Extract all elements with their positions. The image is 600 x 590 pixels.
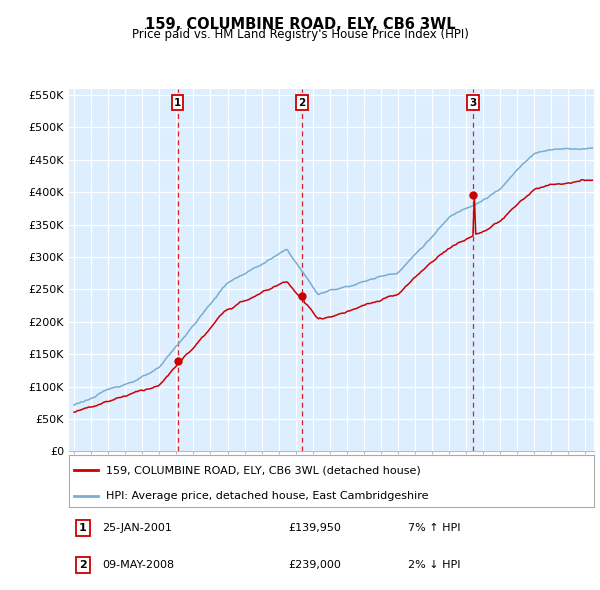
Text: £239,000: £239,000 (288, 560, 341, 569)
Text: 159, COLUMBINE ROAD, ELY, CB6 3WL (detached house): 159, COLUMBINE ROAD, ELY, CB6 3WL (detac… (106, 465, 421, 475)
Text: 2: 2 (298, 97, 305, 107)
Text: Price paid vs. HM Land Registry's House Price Index (HPI): Price paid vs. HM Land Registry's House … (131, 28, 469, 41)
Text: 7% ↑ HPI: 7% ↑ HPI (408, 523, 461, 533)
Text: 25-JAN-2001: 25-JAN-2001 (102, 523, 172, 533)
Text: 1: 1 (174, 97, 181, 107)
Text: HPI: Average price, detached house, East Cambridgeshire: HPI: Average price, detached house, East… (106, 491, 428, 501)
Text: 09-MAY-2008: 09-MAY-2008 (102, 560, 174, 569)
Text: 3: 3 (470, 97, 477, 107)
Text: 1: 1 (79, 523, 86, 533)
Text: 2: 2 (79, 560, 86, 569)
Text: £139,950: £139,950 (288, 523, 341, 533)
Text: 2% ↓ HPI: 2% ↓ HPI (408, 560, 461, 569)
Text: 159, COLUMBINE ROAD, ELY, CB6 3WL: 159, COLUMBINE ROAD, ELY, CB6 3WL (145, 17, 455, 31)
